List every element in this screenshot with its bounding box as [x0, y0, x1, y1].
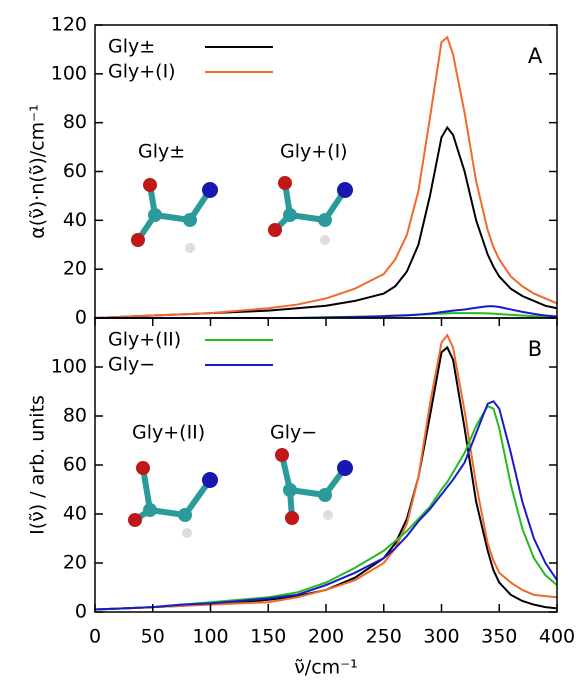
series-line: [95, 306, 557, 318]
x-tick-label: 150: [250, 626, 286, 648]
legend-label: Gly+(II): [108, 329, 181, 351]
x-tick-label: 400: [539, 626, 575, 648]
plot-frame: [95, 318, 557, 612]
y-axis-label: I(ν̃) / arb. units: [27, 395, 49, 535]
x-axis-label: ν̃/cm⁻¹: [294, 657, 358, 679]
molecule-sketches: [128, 176, 353, 538]
panel-label: A: [528, 44, 543, 68]
annotation: Gly+(II): [132, 422, 205, 444]
legend-label: Gly+(I): [108, 61, 176, 83]
figure: 0 20 40 60 80 100 120 α(ν̃)·n(ν̃)/cm⁻¹ A Gly± Gly+…: [0, 0, 584, 697]
annotation: Gly±: [138, 141, 185, 163]
y-tick-label: 0: [75, 307, 87, 329]
y-tick-label: 20: [63, 258, 87, 280]
atoms: [128, 176, 353, 538]
annotation: Gly+(I): [280, 141, 348, 163]
y-tick-label: 100: [51, 356, 87, 378]
series-line: [95, 347, 557, 609]
y-tick-label: 60: [63, 454, 87, 476]
y-tick-label: 0: [75, 601, 87, 623]
y-tick-label: 120: [51, 14, 87, 36]
y-tick-label: 80: [63, 111, 87, 133]
x-tick-label: 250: [366, 626, 402, 648]
x-tick-label: 200: [308, 626, 344, 648]
legend-label: Gly−: [108, 354, 155, 376]
y-tick-label: 40: [63, 503, 87, 525]
y-tick-label: 40: [63, 209, 87, 231]
x-tick-label: 50: [141, 626, 165, 648]
x-tick-label: 300: [423, 626, 459, 648]
x-tick-label: 100: [192, 626, 228, 648]
legend-label: Gly±: [108, 36, 155, 58]
x-tick-label: 350: [481, 626, 517, 648]
y-tick-label: 100: [51, 62, 87, 84]
series-line: [95, 335, 557, 609]
panel-label: B: [528, 337, 542, 361]
y-tick-label: 80: [63, 405, 87, 427]
x-tick-label: 0: [89, 626, 101, 648]
y-axis-label: α(ν̃)·n(ν̃)/cm⁻¹: [27, 104, 49, 238]
y-tick-label: 60: [63, 160, 87, 182]
y-tick-label: 20: [63, 552, 87, 574]
annotation: Gly−: [270, 422, 317, 444]
molecule: [135, 183, 345, 520]
